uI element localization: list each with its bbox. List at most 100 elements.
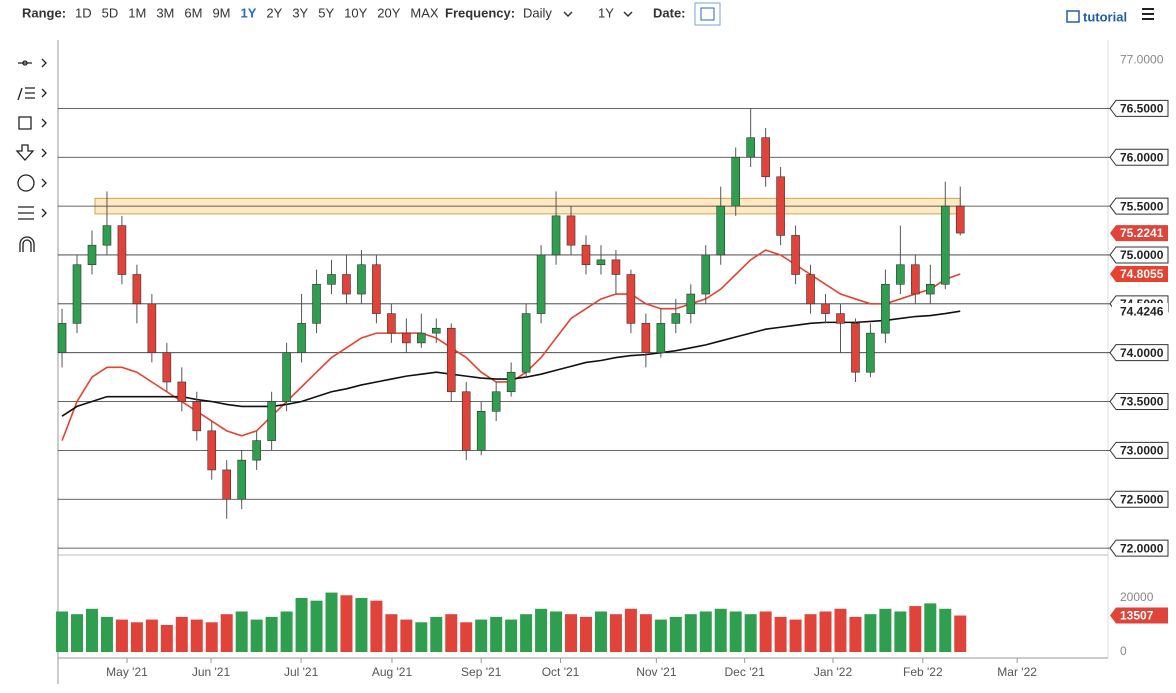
range-button[interactable]: 20Y (377, 5, 400, 20)
volume-bar (130, 622, 143, 652)
candle-body (896, 264, 905, 285)
range-button[interactable]: 9M (212, 5, 230, 20)
menu-icon[interactable] (1142, 8, 1154, 20)
tutorial-link[interactable]: tutorial (1083, 9, 1127, 24)
candle-body (207, 430, 217, 471)
volume-bar (879, 608, 892, 652)
candle-body (267, 401, 276, 441)
y-tick-label: 75.0000 (1120, 248, 1164, 262)
tool-note[interactable] (17, 174, 35, 192)
candle-body (342, 274, 351, 295)
range-button[interactable]: 1D (75, 5, 92, 20)
volume-bar (205, 622, 218, 652)
frequency-label: Frequency: (445, 5, 515, 20)
candle-body (911, 264, 920, 295)
tick-label-box (1109, 441, 1169, 459)
tool-arrow[interactable] (15, 144, 47, 161)
volume-bar (310, 600, 323, 652)
range-button[interactable]: 10Y (344, 5, 367, 20)
volume-bar (924, 603, 937, 652)
volume-bar (295, 597, 308, 652)
caret (623, 11, 633, 18)
volume-bar (355, 597, 368, 652)
volume-bar (220, 614, 233, 652)
last-value-box (1110, 225, 1168, 242)
candle-body (686, 293, 696, 314)
date-label: Date: (653, 5, 686, 20)
candle-body (117, 225, 127, 275)
y-tick-label: 76.0000 (1120, 150, 1164, 164)
volume-bar (430, 616, 443, 652)
candle-body (566, 215, 576, 246)
candle-body (417, 332, 426, 344)
tick-label-box (1109, 148, 1169, 166)
tick-label-box (1109, 539, 1169, 557)
candle-body (746, 137, 755, 158)
tick-label-box (1109, 99, 1169, 117)
period-select[interactable]: 1Y (598, 5, 614, 20)
range-button[interactable]: 5Y (318, 5, 334, 20)
volume-bar (714, 608, 727, 652)
candle-body (521, 313, 531, 373)
candle-body (192, 401, 202, 432)
candle-body (57, 323, 67, 353)
candle-body (626, 274, 636, 324)
candle-body (357, 264, 366, 295)
y-tick-label: 72.5000 (1120, 492, 1164, 506)
y-tick-label: 77.0000 (1120, 53, 1164, 67)
volume-bar (759, 611, 772, 652)
volume-bar (624, 608, 637, 652)
candle-body (237, 459, 246, 500)
tool-magnet[interactable] (19, 236, 35, 252)
volume-bar (699, 611, 712, 652)
volume-bar (669, 616, 682, 652)
volume-bar (684, 614, 697, 652)
x-tick-label: Oct '21 (542, 665, 580, 679)
range-button[interactable]: 1M (128, 5, 146, 20)
volume-bar (864, 614, 877, 652)
candle-body (132, 274, 142, 305)
candle-body (926, 283, 935, 295)
volume-bar (280, 611, 293, 652)
candle-body (881, 283, 890, 334)
range-button[interactable]: 1Y (241, 5, 257, 20)
tool-line[interactable] (18, 58, 47, 68)
range-button[interactable]: 6M (184, 5, 202, 20)
range-label: Range: (22, 5, 66, 20)
date-button[interactable] (694, 2, 721, 26)
x-tick-label: Jun '21 (192, 665, 231, 679)
y-tick-label: 72.0000 (1120, 541, 1164, 555)
range-button[interactable]: MAX (410, 5, 439, 20)
candle-body (222, 469, 232, 500)
tool-fib[interactable] (17, 87, 47, 101)
y-tick-label: 73.5000 (1120, 395, 1164, 409)
range-button[interactable]: 3M (156, 5, 174, 20)
volume-bar (370, 600, 383, 652)
volume-bar (445, 614, 458, 652)
volume-bar (265, 616, 278, 652)
volume-bar (639, 614, 652, 652)
frequency-select[interactable]: Daily (523, 5, 552, 20)
range-button[interactable]: 2Y (266, 5, 282, 20)
candle-body (701, 254, 711, 295)
volume-bar (190, 619, 203, 652)
tool-rect[interactable] (18, 116, 47, 130)
candle-body (596, 259, 606, 266)
tool-measure[interactable] (18, 206, 47, 220)
candle-body (327, 274, 336, 285)
candle-body (940, 205, 950, 285)
volume-bar (804, 614, 817, 652)
candle-body (611, 259, 621, 275)
x-tick-label: Jan '22 (814, 665, 853, 679)
candle-body (506, 371, 516, 393)
candle-body (282, 352, 291, 402)
y-tick-label: 73.0000 (1120, 444, 1164, 458)
candle-body (776, 176, 785, 236)
tick-label-box (1109, 344, 1169, 362)
volume-bar (594, 611, 607, 652)
range-button[interactable]: 3Y (292, 5, 308, 20)
candle-body (402, 332, 411, 344)
x-tick-label: May '21 (106, 665, 148, 679)
range-button[interactable]: 5D (102, 5, 119, 20)
volume-bar (505, 619, 518, 652)
